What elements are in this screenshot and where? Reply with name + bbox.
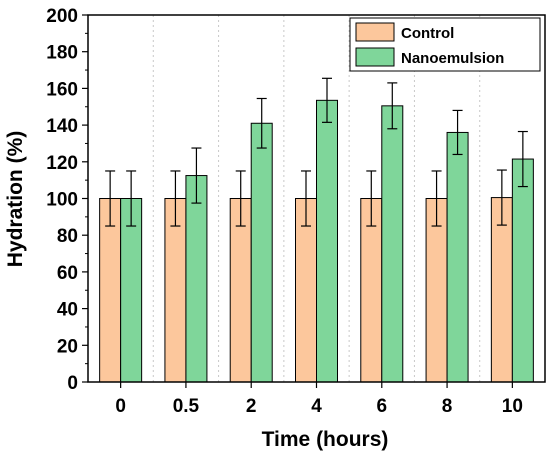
x-tick-label: 6 <box>376 396 387 417</box>
y-tick-label: 120 <box>46 153 78 174</box>
y-axis-title: Hydration (%) <box>4 131 27 268</box>
x-tick-label: 2 <box>246 396 257 417</box>
legend-swatch-nanoemulsion <box>355 47 395 67</box>
y-tick-label: 60 <box>57 263 78 284</box>
x-tick-label: 8 <box>442 396 453 417</box>
y-tick-label: 160 <box>46 79 78 100</box>
y-tick-label: 200 <box>46 6 78 27</box>
bar-nanoemulsion-8 <box>446 131 469 383</box>
y-tick-label: 0 <box>67 373 78 394</box>
legend-label-nanoemulsion: Nanoemulsion <box>401 50 504 67</box>
bar-nanoemulsion-4 <box>316 99 338 383</box>
bar-nanoemulsion-6 <box>381 105 404 383</box>
y-tick-label: 20 <box>57 336 78 357</box>
x-axis-title: Time (hours) <box>262 428 389 451</box>
bars <box>99 99 534 383</box>
y-tick-label: 180 <box>46 43 78 64</box>
y-tick-label: 100 <box>46 190 78 211</box>
error-bars <box>105 77 528 227</box>
legend: Control Nanoemulsion <box>349 17 541 72</box>
x-tick-label: 0.5 <box>173 396 200 417</box>
axes: 0 20 40 60 80 100 120 140 160 180 200 0 0.5 2 4 6 8 10 <box>46 6 546 417</box>
grid-lines <box>152 15 481 382</box>
x-tick-label: 0 <box>115 396 126 417</box>
y-tick-label: 140 <box>46 116 78 137</box>
x-tick-label: 4 <box>311 396 322 417</box>
y-tick-label: 40 <box>57 300 78 321</box>
y-tick-label: 80 <box>57 226 78 247</box>
bar-nanoemulsion-2 <box>250 122 273 383</box>
bar-nanoemulsion-0.5 <box>185 175 208 383</box>
legend-label-control: Control <box>401 25 454 42</box>
legend-swatch-control <box>355 22 395 42</box>
bar-nanoemulsion-10 <box>511 158 534 383</box>
x-tick-label: 10 <box>502 396 523 417</box>
